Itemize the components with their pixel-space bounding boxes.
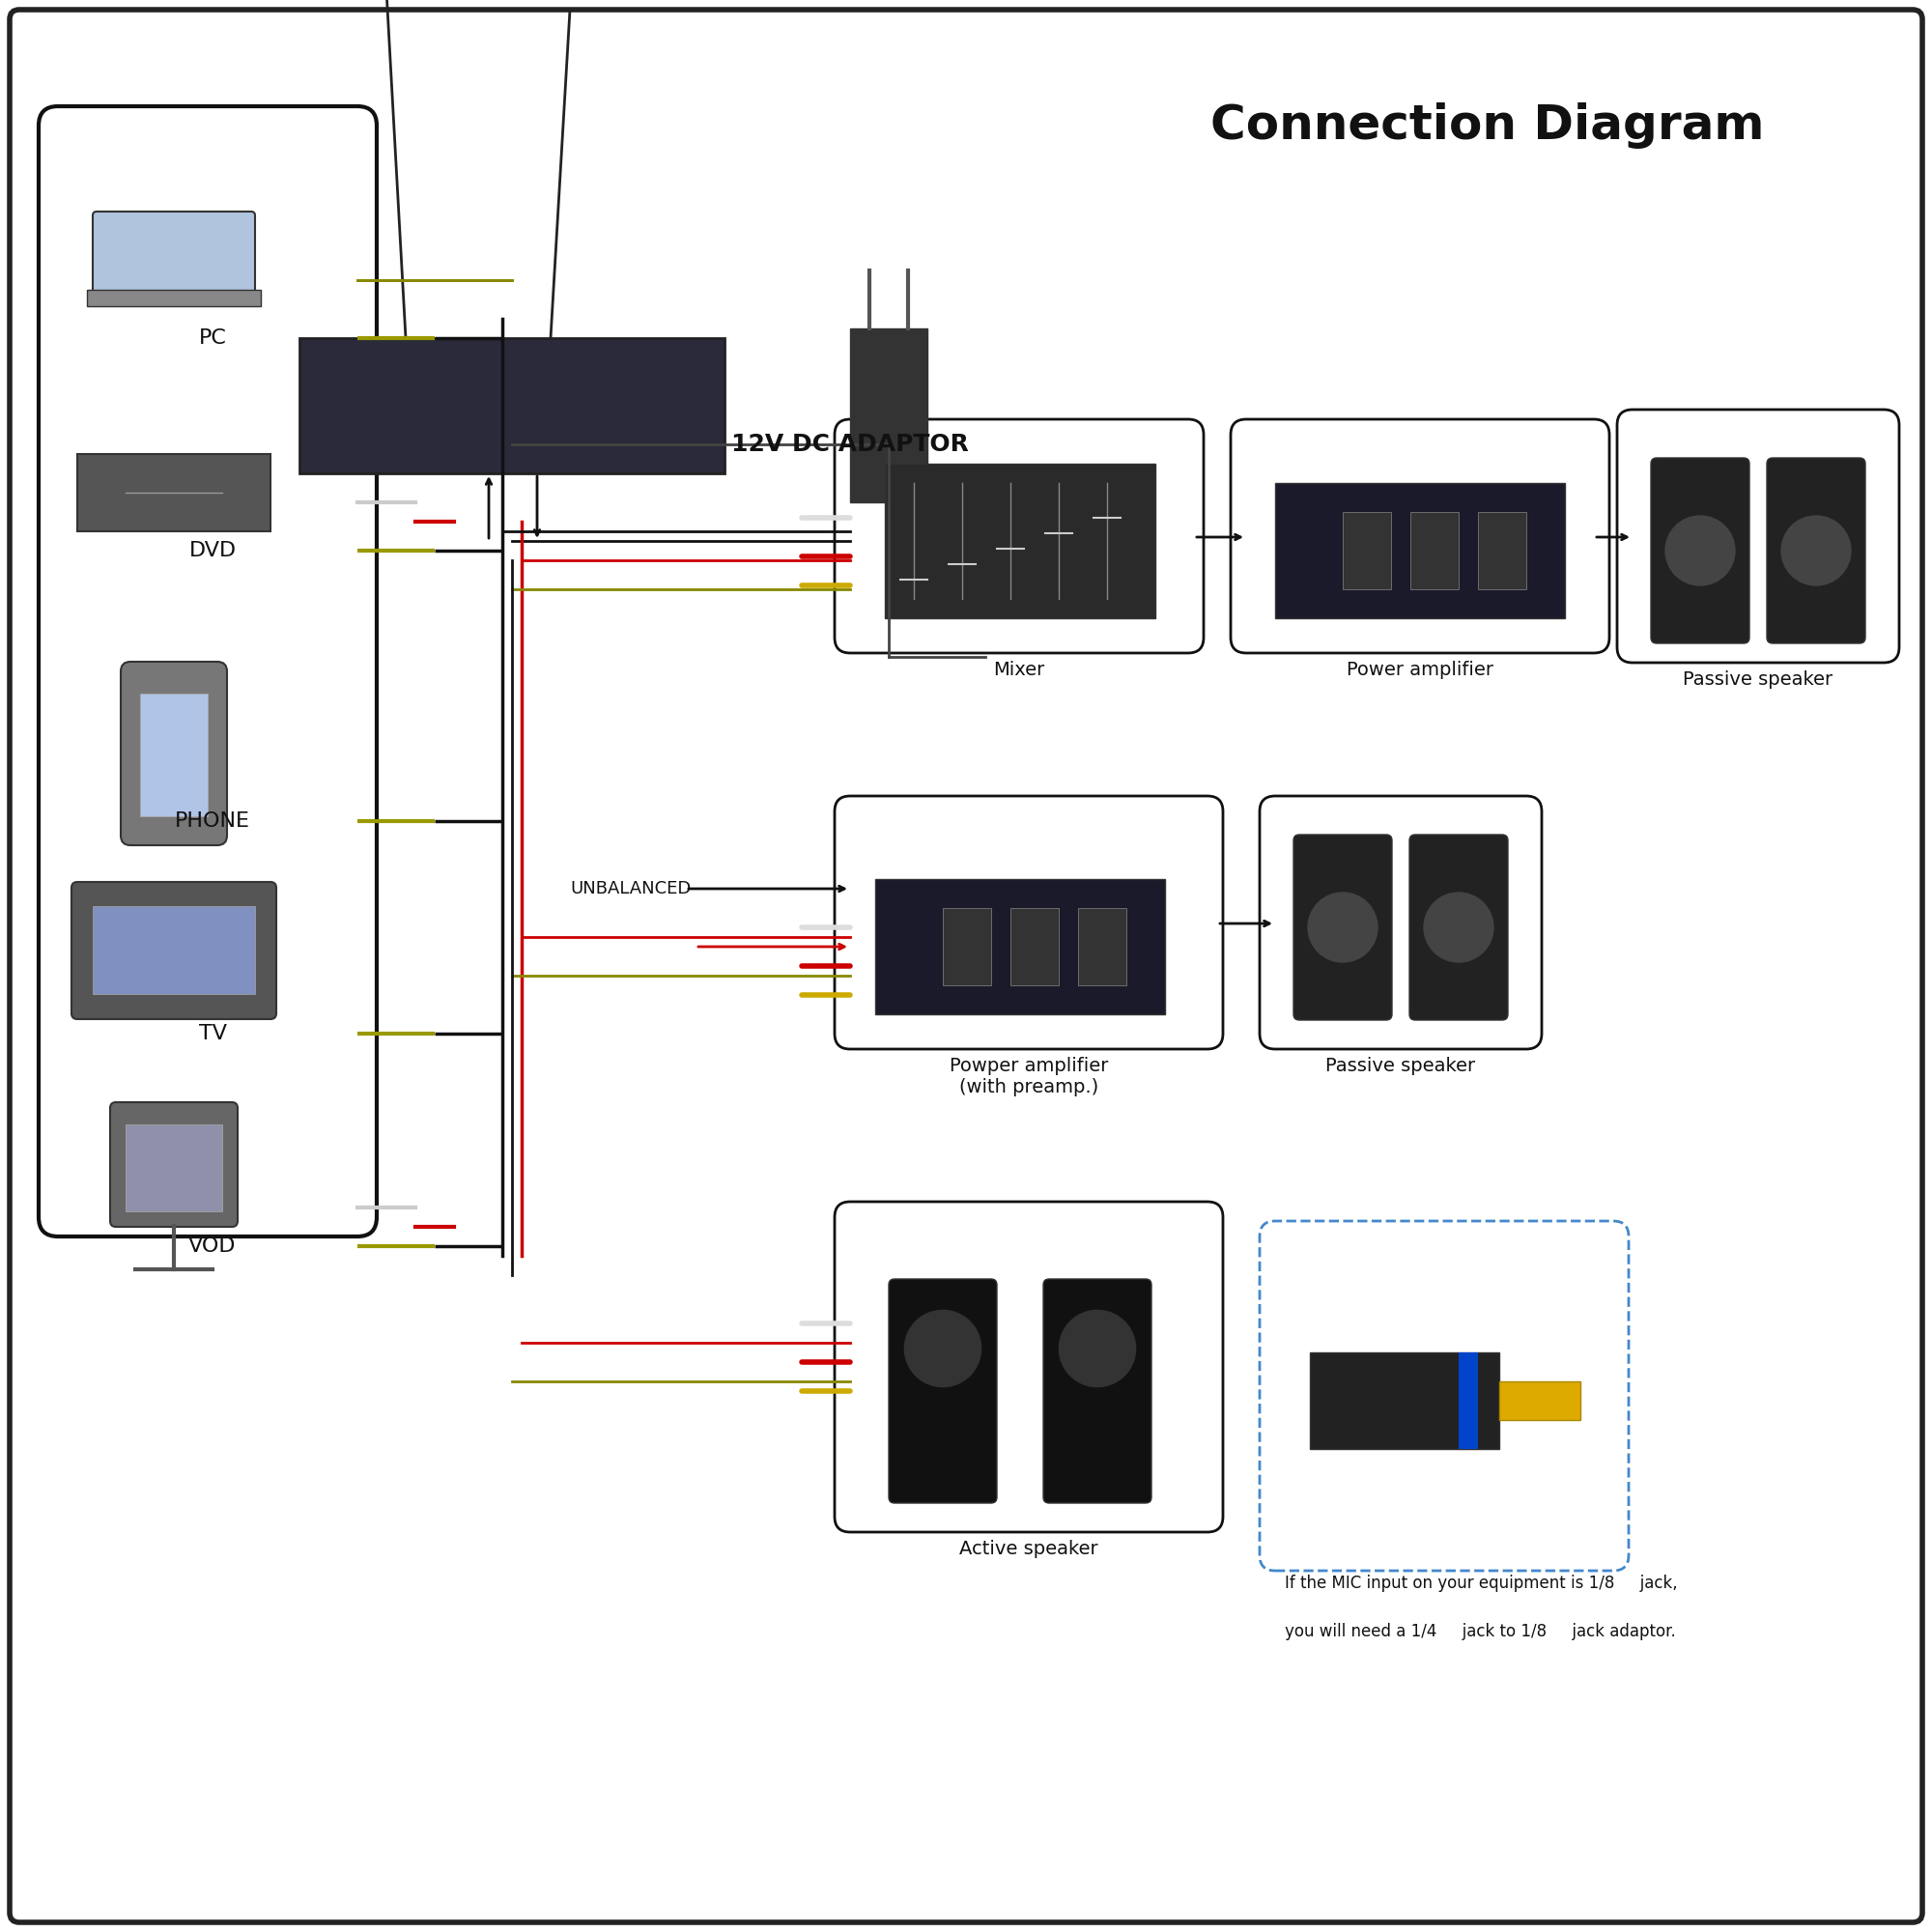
FancyBboxPatch shape bbox=[1410, 835, 1509, 1020]
Text: If the MIC input on your equipment is 1/8     jack,: If the MIC input on your equipment is 1/… bbox=[1285, 1575, 1677, 1592]
Text: Powper amplifier
(with preamp.): Powper amplifier (with preamp.) bbox=[949, 1057, 1109, 1097]
FancyBboxPatch shape bbox=[1231, 419, 1609, 653]
Bar bbox=[885, 464, 1155, 618]
FancyBboxPatch shape bbox=[1294, 835, 1391, 1020]
Bar bbox=[1478, 512, 1526, 589]
Bar bbox=[1343, 512, 1391, 589]
Text: Active speaker: Active speaker bbox=[960, 1540, 1097, 1557]
Bar bbox=[943, 908, 991, 985]
FancyBboxPatch shape bbox=[120, 661, 228, 846]
Circle shape bbox=[1665, 516, 1735, 585]
Text: Connection Diagram: Connection Diagram bbox=[1211, 102, 1764, 149]
Bar bbox=[850, 328, 927, 502]
Circle shape bbox=[1059, 1310, 1136, 1387]
Text: you will need a 1/4     jack to 1/8     jack adaptor.: you will need a 1/4 jack to 1/8 jack ada… bbox=[1285, 1623, 1675, 1640]
FancyBboxPatch shape bbox=[39, 106, 377, 1236]
Text: DVD: DVD bbox=[189, 541, 236, 560]
Bar bbox=[126, 1124, 222, 1211]
FancyBboxPatch shape bbox=[889, 1279, 997, 1503]
Bar bbox=[1010, 908, 1059, 985]
FancyBboxPatch shape bbox=[1650, 458, 1750, 643]
FancyBboxPatch shape bbox=[1617, 410, 1899, 663]
FancyBboxPatch shape bbox=[10, 10, 1922, 1922]
Circle shape bbox=[1424, 893, 1493, 962]
Bar bbox=[1275, 483, 1565, 618]
Bar bbox=[1499, 1381, 1580, 1420]
Text: Passive speaker: Passive speaker bbox=[1683, 670, 1833, 690]
Bar bbox=[1410, 512, 1459, 589]
Text: TV: TV bbox=[199, 1024, 226, 1043]
Bar bbox=[875, 879, 1165, 1014]
Bar bbox=[87, 290, 261, 305]
Text: PHONE: PHONE bbox=[174, 811, 251, 831]
FancyBboxPatch shape bbox=[1260, 1221, 1629, 1571]
Bar bbox=[1310, 1352, 1499, 1449]
FancyBboxPatch shape bbox=[71, 881, 276, 1018]
FancyBboxPatch shape bbox=[1043, 1279, 1151, 1503]
FancyBboxPatch shape bbox=[835, 796, 1223, 1049]
Circle shape bbox=[1781, 516, 1851, 585]
FancyBboxPatch shape bbox=[835, 419, 1204, 653]
Text: VOD: VOD bbox=[189, 1236, 236, 1256]
FancyBboxPatch shape bbox=[1260, 796, 1542, 1049]
Text: PC: PC bbox=[199, 328, 226, 348]
FancyBboxPatch shape bbox=[93, 211, 255, 294]
Text: Power amplifier: Power amplifier bbox=[1347, 661, 1493, 680]
Text: UNBALANCED: UNBALANCED bbox=[570, 881, 692, 896]
Bar bbox=[299, 338, 724, 473]
Circle shape bbox=[904, 1310, 981, 1387]
FancyBboxPatch shape bbox=[1768, 458, 1866, 643]
Bar bbox=[93, 906, 255, 993]
FancyBboxPatch shape bbox=[835, 1202, 1223, 1532]
Bar bbox=[1459, 1352, 1478, 1449]
FancyBboxPatch shape bbox=[110, 1101, 238, 1227]
Bar bbox=[141, 694, 209, 815]
Text: 12V DC ADAPTOR: 12V DC ADAPTOR bbox=[732, 433, 968, 456]
Bar bbox=[1078, 908, 1126, 985]
Bar bbox=[77, 454, 270, 531]
Circle shape bbox=[1308, 893, 1378, 962]
Text: Passive speaker: Passive speaker bbox=[1325, 1057, 1476, 1074]
Text: Mixer: Mixer bbox=[993, 661, 1045, 680]
